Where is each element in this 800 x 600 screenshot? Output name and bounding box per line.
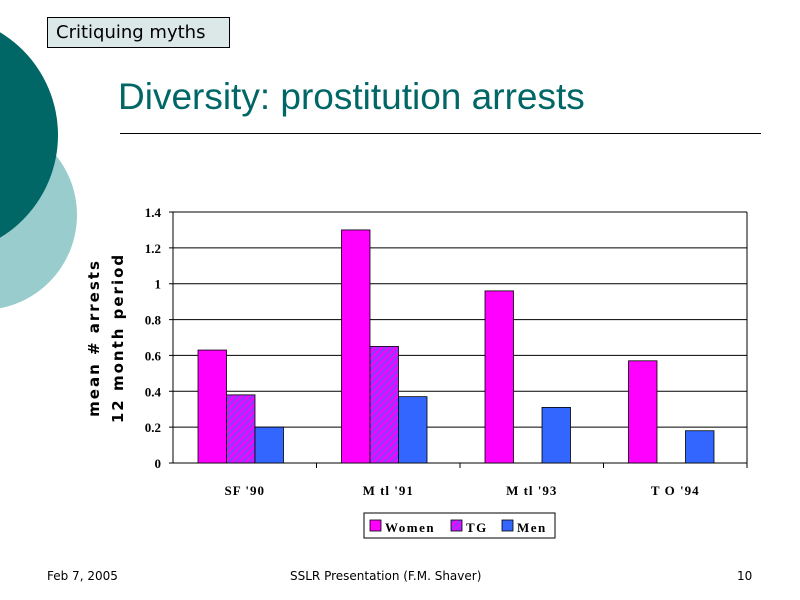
- y-axis-label-line2: 12 month period: [109, 253, 127, 423]
- y-tick-label: 1: [155, 277, 162, 292]
- y-tick-label: 0: [155, 456, 162, 471]
- bar-women-1: [341, 229, 371, 464]
- y-tick-label: 0.8: [145, 313, 162, 328]
- footer-date: Feb 7, 2005: [47, 569, 118, 583]
- x-tick-label: M tl '91: [363, 483, 414, 498]
- legend-label-men: Men: [517, 520, 547, 535]
- legend-label-tg: TG: [466, 520, 488, 535]
- bar-chart: mean # arrests 12 month period 0 0.2 0.4 0.…: [85, 205, 748, 539]
- y-axis-label: mean # arrests 12 month period: [85, 253, 127, 423]
- y-axis-label-line1: mean # arrests: [85, 259, 103, 417]
- decorative-circle-dark: [0, 32, 58, 238]
- decorative-circles: [0, 32, 77, 309]
- bar-women-2: [484, 290, 514, 464]
- legend-swatch-tg: [450, 519, 463, 532]
- x-tick-label: SF '90: [224, 483, 265, 498]
- footer-page-number: 10: [737, 569, 753, 583]
- legend-swatch-men: [501, 519, 514, 532]
- bar-men-1: [398, 396, 428, 464]
- bar-men-0: [254, 426, 284, 464]
- slide-title: Diversity: prostitution arrests: [118, 76, 585, 117]
- bar-tg-1: [369, 346, 399, 464]
- x-tick-label: T O '94: [651, 483, 700, 498]
- section-tag: Critiquing myths: [47, 17, 230, 48]
- y-tick-label: 1.2: [145, 241, 161, 256]
- title-divider: [120, 133, 761, 134]
- bar-tg-0: [226, 394, 256, 464]
- legend-swatch-women: [369, 519, 382, 532]
- bar-men-2: [541, 407, 571, 464]
- legend-label-women: Women: [385, 520, 435, 535]
- y-tick-label: 0.2: [145, 420, 161, 435]
- y-tick-label: 1.4: [145, 205, 162, 220]
- y-tick-label: 0.6: [145, 348, 162, 363]
- bar-women-0: [197, 349, 227, 464]
- bar-women-3: [628, 360, 658, 464]
- y-tick-label: 0.4: [145, 384, 162, 399]
- bar-men-3: [685, 430, 715, 464]
- chart-legend: Women TG Men: [363, 512, 556, 539]
- x-tick-label: M tl '93: [506, 483, 557, 498]
- footer-title: SSLR Presentation (F.M. Shaver): [290, 569, 482, 583]
